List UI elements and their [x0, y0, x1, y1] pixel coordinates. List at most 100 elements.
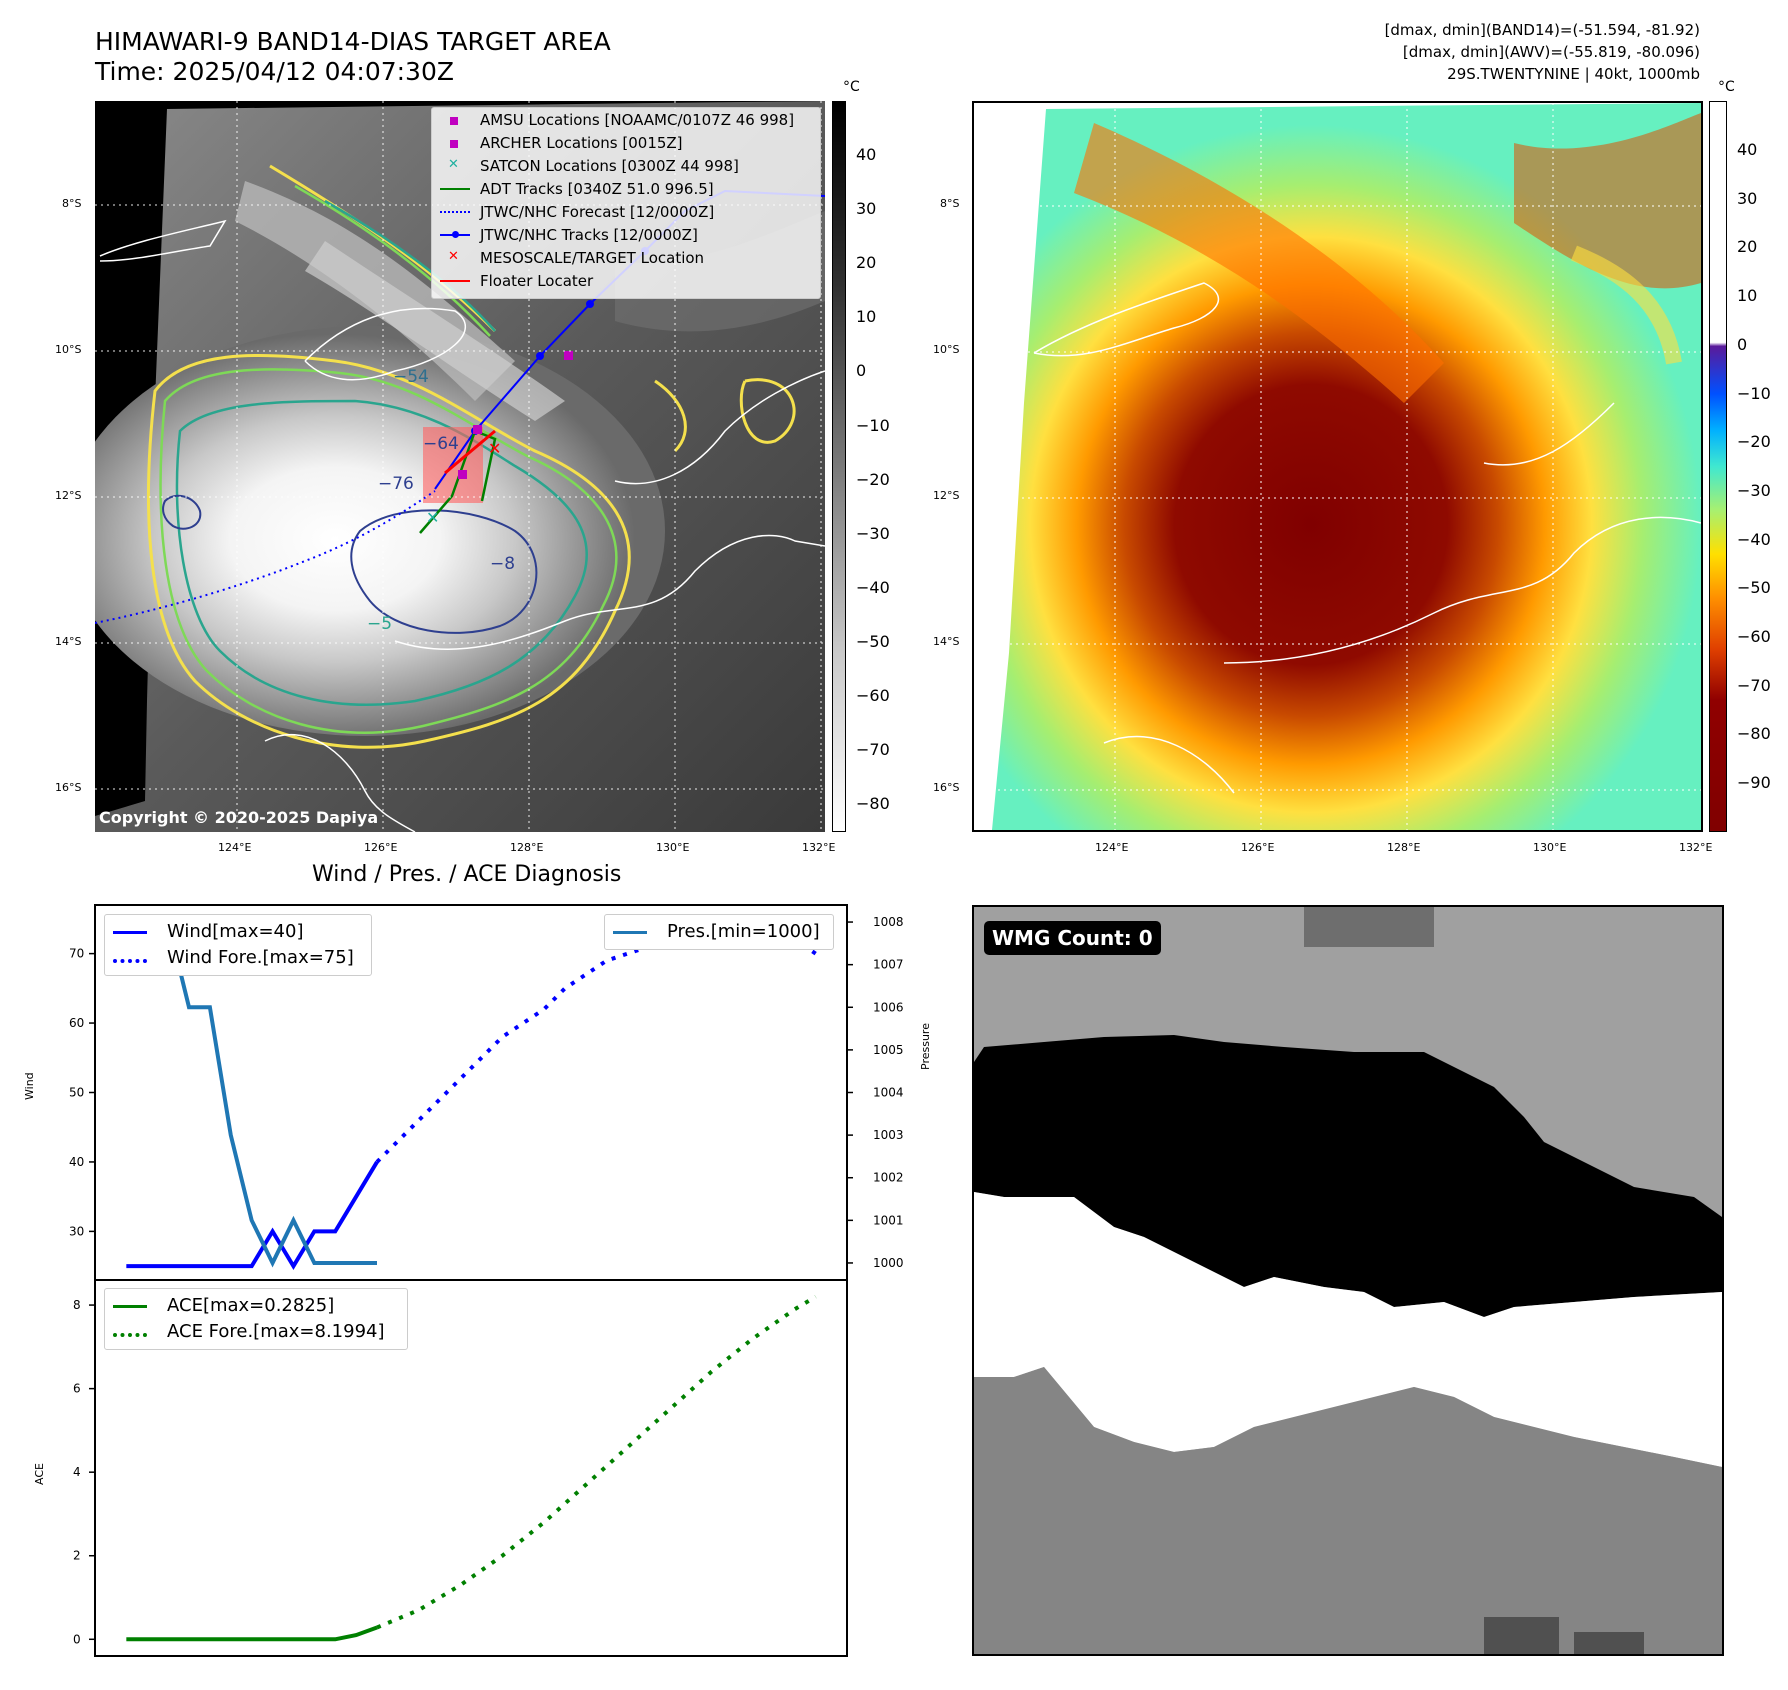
awv-colorbar-tick-label: −90 — [1737, 773, 1771, 793]
pressure-axis-label: Pressure — [919, 1023, 932, 1070]
lon-label: 128°E — [510, 841, 544, 854]
contour-label: −8 — [490, 554, 516, 574]
awv-colorbar-tick-label: 10 — [1737, 286, 1758, 306]
legend-line-marker — [113, 1305, 147, 1308]
awv-colorbar-tick-label: −80 — [1737, 724, 1771, 744]
wmg-graphic — [974, 907, 1722, 1654]
awv-colorbar-tick-label: 30 — [1737, 188, 1758, 208]
ir-colorbar-tick-label: −10 — [856, 415, 890, 435]
awv-colorbar-unit: °C — [1718, 79, 1735, 95]
ace-tick-label: 0 — [73, 1632, 81, 1646]
ace-tick-label: 2 — [73, 1549, 81, 1563]
lat-label: 12°S — [933, 489, 960, 502]
ace-axis-label: ACE — [33, 1463, 46, 1485]
awv-colorbar-tick-label: −40 — [1737, 529, 1771, 549]
ir-colorbar-tick-label: −20 — [856, 469, 890, 489]
pressure-tick-label: 1001 — [873, 1213, 904, 1227]
copyright-text: Copyright © 2020-2025 Dapiya — [99, 808, 379, 827]
lon-label: 124°E — [218, 841, 252, 854]
lon-label: 124°E — [1095, 841, 1129, 854]
ir-colorbar-tick-label: −50 — [856, 631, 890, 651]
awv-map-graphic — [974, 103, 1701, 830]
ir-colorbar-tick-label: 30 — [856, 199, 877, 219]
awv-colorbar-tick-label: −70 — [1737, 675, 1771, 695]
figure-time: Time: 2025/04/12 04:07:30Z — [95, 57, 454, 86]
legend-dotted-marker — [440, 211, 470, 213]
ir-colorbar-tick-label: −60 — [856, 686, 890, 705]
contour-label: −64 — [423, 434, 459, 454]
series-line — [375, 916, 817, 1164]
legend-dot-marker — [452, 231, 459, 238]
wind-tick-label: 30 — [69, 1224, 84, 1238]
legend-label: ACE[max=0.2825] — [167, 1295, 335, 1316]
ir-colorbar-tick-label: 0 — [856, 361, 867, 381]
info-storm: 29S.TWENTYNINE | 40kt, 1000mb — [1447, 65, 1700, 83]
awv-colorbar-tick-label: −10 — [1737, 383, 1771, 403]
pressure-tick-label: 1003 — [873, 1128, 904, 1142]
legend-line-marker — [440, 280, 470, 282]
svg-text:✕: ✕ — [426, 508, 439, 527]
ir-colorbar-tick-label: 20 — [856, 253, 877, 273]
legend-line-marker — [440, 188, 470, 190]
awv-map-panel — [972, 101, 1703, 832]
awv-colorbar-tick-label: −20 — [1737, 432, 1771, 452]
lat-label: 16°S — [55, 781, 82, 794]
awv-colorbar-tick-label: −30 — [1737, 480, 1771, 500]
lon-label: 128°E — [1387, 841, 1421, 854]
wind-axis-label: Wind — [23, 1072, 36, 1100]
ace-tick-label: 4 — [73, 1465, 81, 1479]
legend-label: JTWC/NHC Forecast [12/0000Z] — [480, 203, 715, 221]
legend-square-marker — [450, 117, 458, 125]
figure-title: HIMAWARI-9 BAND14-DIAS TARGET AREA — [95, 27, 611, 56]
ir-colorbar-unit: °C — [843, 79, 860, 95]
awv-colorbar-tick-label: 20 — [1737, 237, 1758, 257]
legend-x-marker: ✕ — [448, 249, 459, 264]
awv-colorbar-tick-label: 40 — [1737, 140, 1758, 159]
lat-label: 14°S — [55, 635, 82, 648]
legend-label: SATCON Locations [0300Z 44 998] — [480, 157, 739, 175]
legend-label: ADT Tracks [0340Z 51.0 996.5] — [480, 180, 714, 198]
awv-colorbar-tick-label: −50 — [1737, 578, 1771, 598]
lon-label: 130°E — [1533, 841, 1567, 854]
ace-tick-label: 6 — [73, 1382, 81, 1396]
lat-label: 12°S — [55, 489, 82, 502]
lat-label: 16°S — [933, 781, 960, 794]
pressure-tick-label: 1005 — [873, 1043, 904, 1057]
ir-colorbar-tick-label: −70 — [856, 740, 890, 760]
series-line — [376, 1295, 817, 1630]
wind-tick-label: 60 — [69, 1016, 84, 1030]
legend-dotted-marker — [113, 1333, 147, 1337]
lon-label: 132°E — [1679, 841, 1713, 854]
lon-label: 126°E — [364, 841, 398, 854]
legend-dotted-marker — [113, 959, 147, 963]
lon-label: 126°E — [1241, 841, 1275, 854]
pressure-tick-label: 1000 — [873, 1256, 904, 1270]
contour-label: −76 — [378, 474, 414, 494]
legend-label: ACE Fore.[max=8.1994] — [167, 1321, 385, 1342]
wind-tick-label: 50 — [69, 1086, 84, 1100]
ace-tick-label: 8 — [73, 1298, 81, 1312]
ir-colorbar-tick-label: −40 — [856, 577, 890, 597]
pressure-tick-label: 1002 — [873, 1171, 904, 1185]
legend-label: ARCHER Locations [0015Z] — [480, 134, 683, 152]
legend-label: JTWC/NHC Tracks [12/0000Z] — [480, 226, 698, 244]
pressure-tick-label: 1006 — [873, 1000, 904, 1014]
lat-label: 10°S — [933, 343, 960, 356]
lat-label: 8°S — [940, 197, 960, 210]
legend-label: Floater Locater — [480, 272, 594, 290]
awv-colorbar-tick-label: −60 — [1737, 627, 1771, 646]
info-awv: [dmax, dmin](AWV)=(-55.819, -80.096) — [1402, 43, 1700, 61]
pressure-legend: Pres.[min=1000] — [604, 914, 834, 950]
ir-colorbar-tick-label: 10 — [856, 307, 877, 327]
legend-line-marker — [113, 931, 147, 934]
legend-label: AMSU Locations [NOAAMC/0107Z 46 998] — [480, 111, 795, 129]
legend-label: Wind Fore.[max=75] — [167, 947, 354, 968]
lat-label: 8°S — [62, 197, 82, 210]
ir-map-panel: ✕ ✕ −54 −64 −76 −8 −5 AMSU Locations [NO… — [95, 101, 825, 832]
ace-legend: ACE[max=0.2825] ACE Fore.[max=8.1994] — [104, 1288, 408, 1350]
awv-colorbar — [1709, 101, 1727, 832]
pressure-tick-label: 1008 — [873, 915, 904, 929]
contour-label: −54 — [393, 367, 429, 387]
awv-colorbar-tick-label: 0 — [1737, 334, 1748, 354]
